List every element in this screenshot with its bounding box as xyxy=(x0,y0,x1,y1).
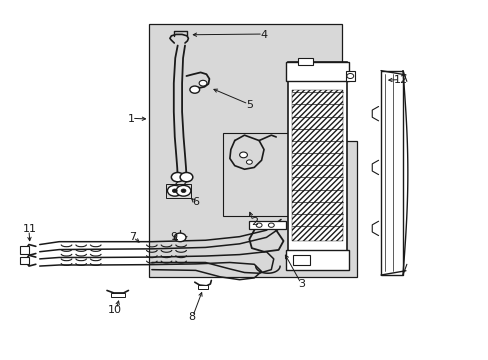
Bar xyxy=(165,184,191,198)
Circle shape xyxy=(246,160,252,164)
Circle shape xyxy=(180,172,192,182)
Bar xyxy=(20,246,29,253)
Circle shape xyxy=(346,73,353,78)
Text: 9: 9 xyxy=(170,232,177,242)
Bar xyxy=(298,58,312,64)
Text: 12: 12 xyxy=(393,75,407,85)
Bar xyxy=(222,134,307,216)
Bar xyxy=(380,71,402,275)
Circle shape xyxy=(256,223,262,227)
Bar xyxy=(249,221,285,229)
Circle shape xyxy=(167,185,182,196)
Bar xyxy=(345,71,354,81)
Circle shape xyxy=(171,172,183,182)
Circle shape xyxy=(199,80,206,86)
Circle shape xyxy=(174,233,185,242)
Text: 8: 8 xyxy=(188,312,195,322)
Circle shape xyxy=(176,185,190,196)
Text: 1: 1 xyxy=(127,114,134,124)
Circle shape xyxy=(239,152,247,158)
Text: 7: 7 xyxy=(128,232,136,242)
Bar xyxy=(293,255,310,265)
Bar xyxy=(285,250,348,270)
Circle shape xyxy=(172,189,177,193)
Text: 3: 3 xyxy=(298,279,305,289)
Bar xyxy=(285,62,348,81)
Circle shape xyxy=(181,189,185,193)
Polygon shape xyxy=(149,24,356,277)
Bar xyxy=(111,293,124,297)
Bar xyxy=(198,285,207,289)
Circle shape xyxy=(268,223,274,227)
Text: 10: 10 xyxy=(108,305,122,315)
Bar xyxy=(292,90,342,241)
Circle shape xyxy=(298,258,305,263)
Text: 6: 6 xyxy=(192,197,199,207)
Bar xyxy=(288,62,346,270)
Text: 5: 5 xyxy=(245,100,252,110)
Text: 11: 11 xyxy=(23,225,37,234)
Bar xyxy=(20,257,29,264)
Circle shape xyxy=(189,86,199,93)
Text: 2: 2 xyxy=(250,217,257,227)
Text: 4: 4 xyxy=(260,30,267,40)
